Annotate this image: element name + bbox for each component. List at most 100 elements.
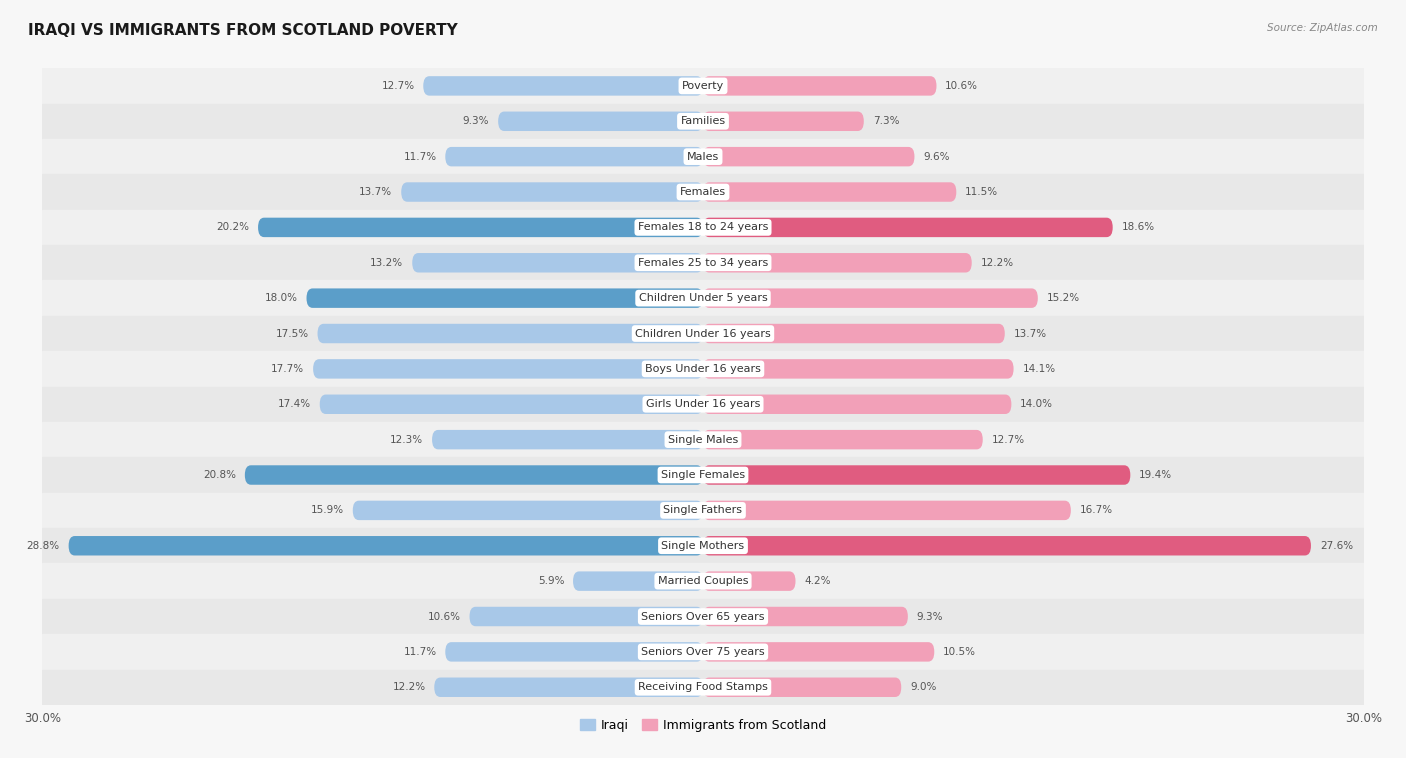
Text: Single Females: Single Females <box>661 470 745 480</box>
FancyBboxPatch shape <box>703 183 956 202</box>
Text: Seniors Over 75 years: Seniors Over 75 years <box>641 647 765 657</box>
Text: Seniors Over 65 years: Seniors Over 65 years <box>641 612 765 622</box>
Bar <box>42 104 1364 139</box>
Bar <box>42 387 1364 422</box>
FancyBboxPatch shape <box>703 430 983 449</box>
FancyBboxPatch shape <box>434 678 703 697</box>
Text: 13.2%: 13.2% <box>370 258 404 268</box>
Text: 9.3%: 9.3% <box>463 116 489 127</box>
Text: Single Males: Single Males <box>668 434 738 445</box>
Text: Females: Females <box>681 187 725 197</box>
Text: Source: ZipAtlas.com: Source: ZipAtlas.com <box>1267 23 1378 33</box>
FancyBboxPatch shape <box>703 253 972 273</box>
Bar <box>42 351 1364 387</box>
Bar <box>42 68 1364 104</box>
FancyBboxPatch shape <box>423 76 703 96</box>
Text: 14.1%: 14.1% <box>1022 364 1056 374</box>
Text: 11.5%: 11.5% <box>965 187 998 197</box>
Text: 15.9%: 15.9% <box>311 506 344 515</box>
Text: 15.2%: 15.2% <box>1046 293 1080 303</box>
FancyBboxPatch shape <box>703 536 1310 556</box>
FancyBboxPatch shape <box>446 642 703 662</box>
Text: Boys Under 16 years: Boys Under 16 years <box>645 364 761 374</box>
Text: 4.2%: 4.2% <box>804 576 831 586</box>
FancyBboxPatch shape <box>353 501 703 520</box>
Text: 13.7%: 13.7% <box>1014 328 1046 339</box>
Text: Families: Families <box>681 116 725 127</box>
FancyBboxPatch shape <box>498 111 703 131</box>
Text: 27.6%: 27.6% <box>1320 540 1353 551</box>
FancyBboxPatch shape <box>259 218 703 237</box>
Bar <box>42 563 1364 599</box>
Text: Children Under 5 years: Children Under 5 years <box>638 293 768 303</box>
FancyBboxPatch shape <box>401 183 703 202</box>
Bar <box>42 280 1364 316</box>
Text: 18.6%: 18.6% <box>1122 222 1154 233</box>
Text: 12.7%: 12.7% <box>991 434 1025 445</box>
FancyBboxPatch shape <box>703 359 1014 379</box>
Legend: Iraqi, Immigrants from Scotland: Iraqi, Immigrants from Scotland <box>575 714 831 737</box>
Text: Females 18 to 24 years: Females 18 to 24 years <box>638 222 768 233</box>
Bar <box>42 139 1364 174</box>
Text: 12.7%: 12.7% <box>381 81 415 91</box>
Text: 9.0%: 9.0% <box>910 682 936 692</box>
Text: 10.6%: 10.6% <box>945 81 979 91</box>
Bar <box>42 634 1364 669</box>
FancyBboxPatch shape <box>703 111 863 131</box>
FancyBboxPatch shape <box>703 572 796 591</box>
Bar <box>42 599 1364 634</box>
Text: IRAQI VS IMMIGRANTS FROM SCOTLAND POVERTY: IRAQI VS IMMIGRANTS FROM SCOTLAND POVERT… <box>28 23 458 38</box>
FancyBboxPatch shape <box>245 465 703 485</box>
FancyBboxPatch shape <box>574 572 703 591</box>
FancyBboxPatch shape <box>703 465 1130 485</box>
Text: Single Mothers: Single Mothers <box>661 540 745 551</box>
FancyBboxPatch shape <box>432 430 703 449</box>
Bar <box>42 422 1364 457</box>
FancyBboxPatch shape <box>318 324 703 343</box>
FancyBboxPatch shape <box>703 678 901 697</box>
Text: 18.0%: 18.0% <box>264 293 298 303</box>
FancyBboxPatch shape <box>69 536 703 556</box>
Text: 16.7%: 16.7% <box>1080 506 1112 515</box>
FancyBboxPatch shape <box>703 642 934 662</box>
Text: 28.8%: 28.8% <box>27 540 60 551</box>
Text: Poverty: Poverty <box>682 81 724 91</box>
FancyBboxPatch shape <box>703 501 1071 520</box>
Bar <box>42 174 1364 210</box>
Bar <box>42 210 1364 245</box>
Bar <box>42 457 1364 493</box>
Text: Children Under 16 years: Children Under 16 years <box>636 328 770 339</box>
Text: 12.2%: 12.2% <box>980 258 1014 268</box>
Text: 12.2%: 12.2% <box>392 682 426 692</box>
FancyBboxPatch shape <box>703 147 914 167</box>
Bar <box>42 316 1364 351</box>
Text: 13.7%: 13.7% <box>360 187 392 197</box>
Text: 11.7%: 11.7% <box>404 152 436 161</box>
FancyBboxPatch shape <box>703 606 908 626</box>
FancyBboxPatch shape <box>314 359 703 379</box>
Bar <box>42 669 1364 705</box>
FancyBboxPatch shape <box>703 218 1112 237</box>
Text: Receiving Food Stamps: Receiving Food Stamps <box>638 682 768 692</box>
Text: 20.2%: 20.2% <box>217 222 249 233</box>
Text: Males: Males <box>688 152 718 161</box>
FancyBboxPatch shape <box>412 253 703 273</box>
Text: 5.9%: 5.9% <box>537 576 564 586</box>
Text: 10.5%: 10.5% <box>943 647 976 657</box>
FancyBboxPatch shape <box>307 289 703 308</box>
Text: Females 25 to 34 years: Females 25 to 34 years <box>638 258 768 268</box>
Text: 9.6%: 9.6% <box>924 152 950 161</box>
Text: 14.0%: 14.0% <box>1021 399 1053 409</box>
Text: 20.8%: 20.8% <box>202 470 236 480</box>
FancyBboxPatch shape <box>703 324 1005 343</box>
FancyBboxPatch shape <box>446 147 703 167</box>
Text: 10.6%: 10.6% <box>427 612 461 622</box>
Text: 12.3%: 12.3% <box>389 434 423 445</box>
Text: 17.5%: 17.5% <box>276 328 309 339</box>
Bar <box>42 245 1364 280</box>
FancyBboxPatch shape <box>470 606 703 626</box>
Bar <box>42 528 1364 563</box>
Text: 11.7%: 11.7% <box>404 647 436 657</box>
Bar <box>42 493 1364 528</box>
Text: 7.3%: 7.3% <box>873 116 898 127</box>
